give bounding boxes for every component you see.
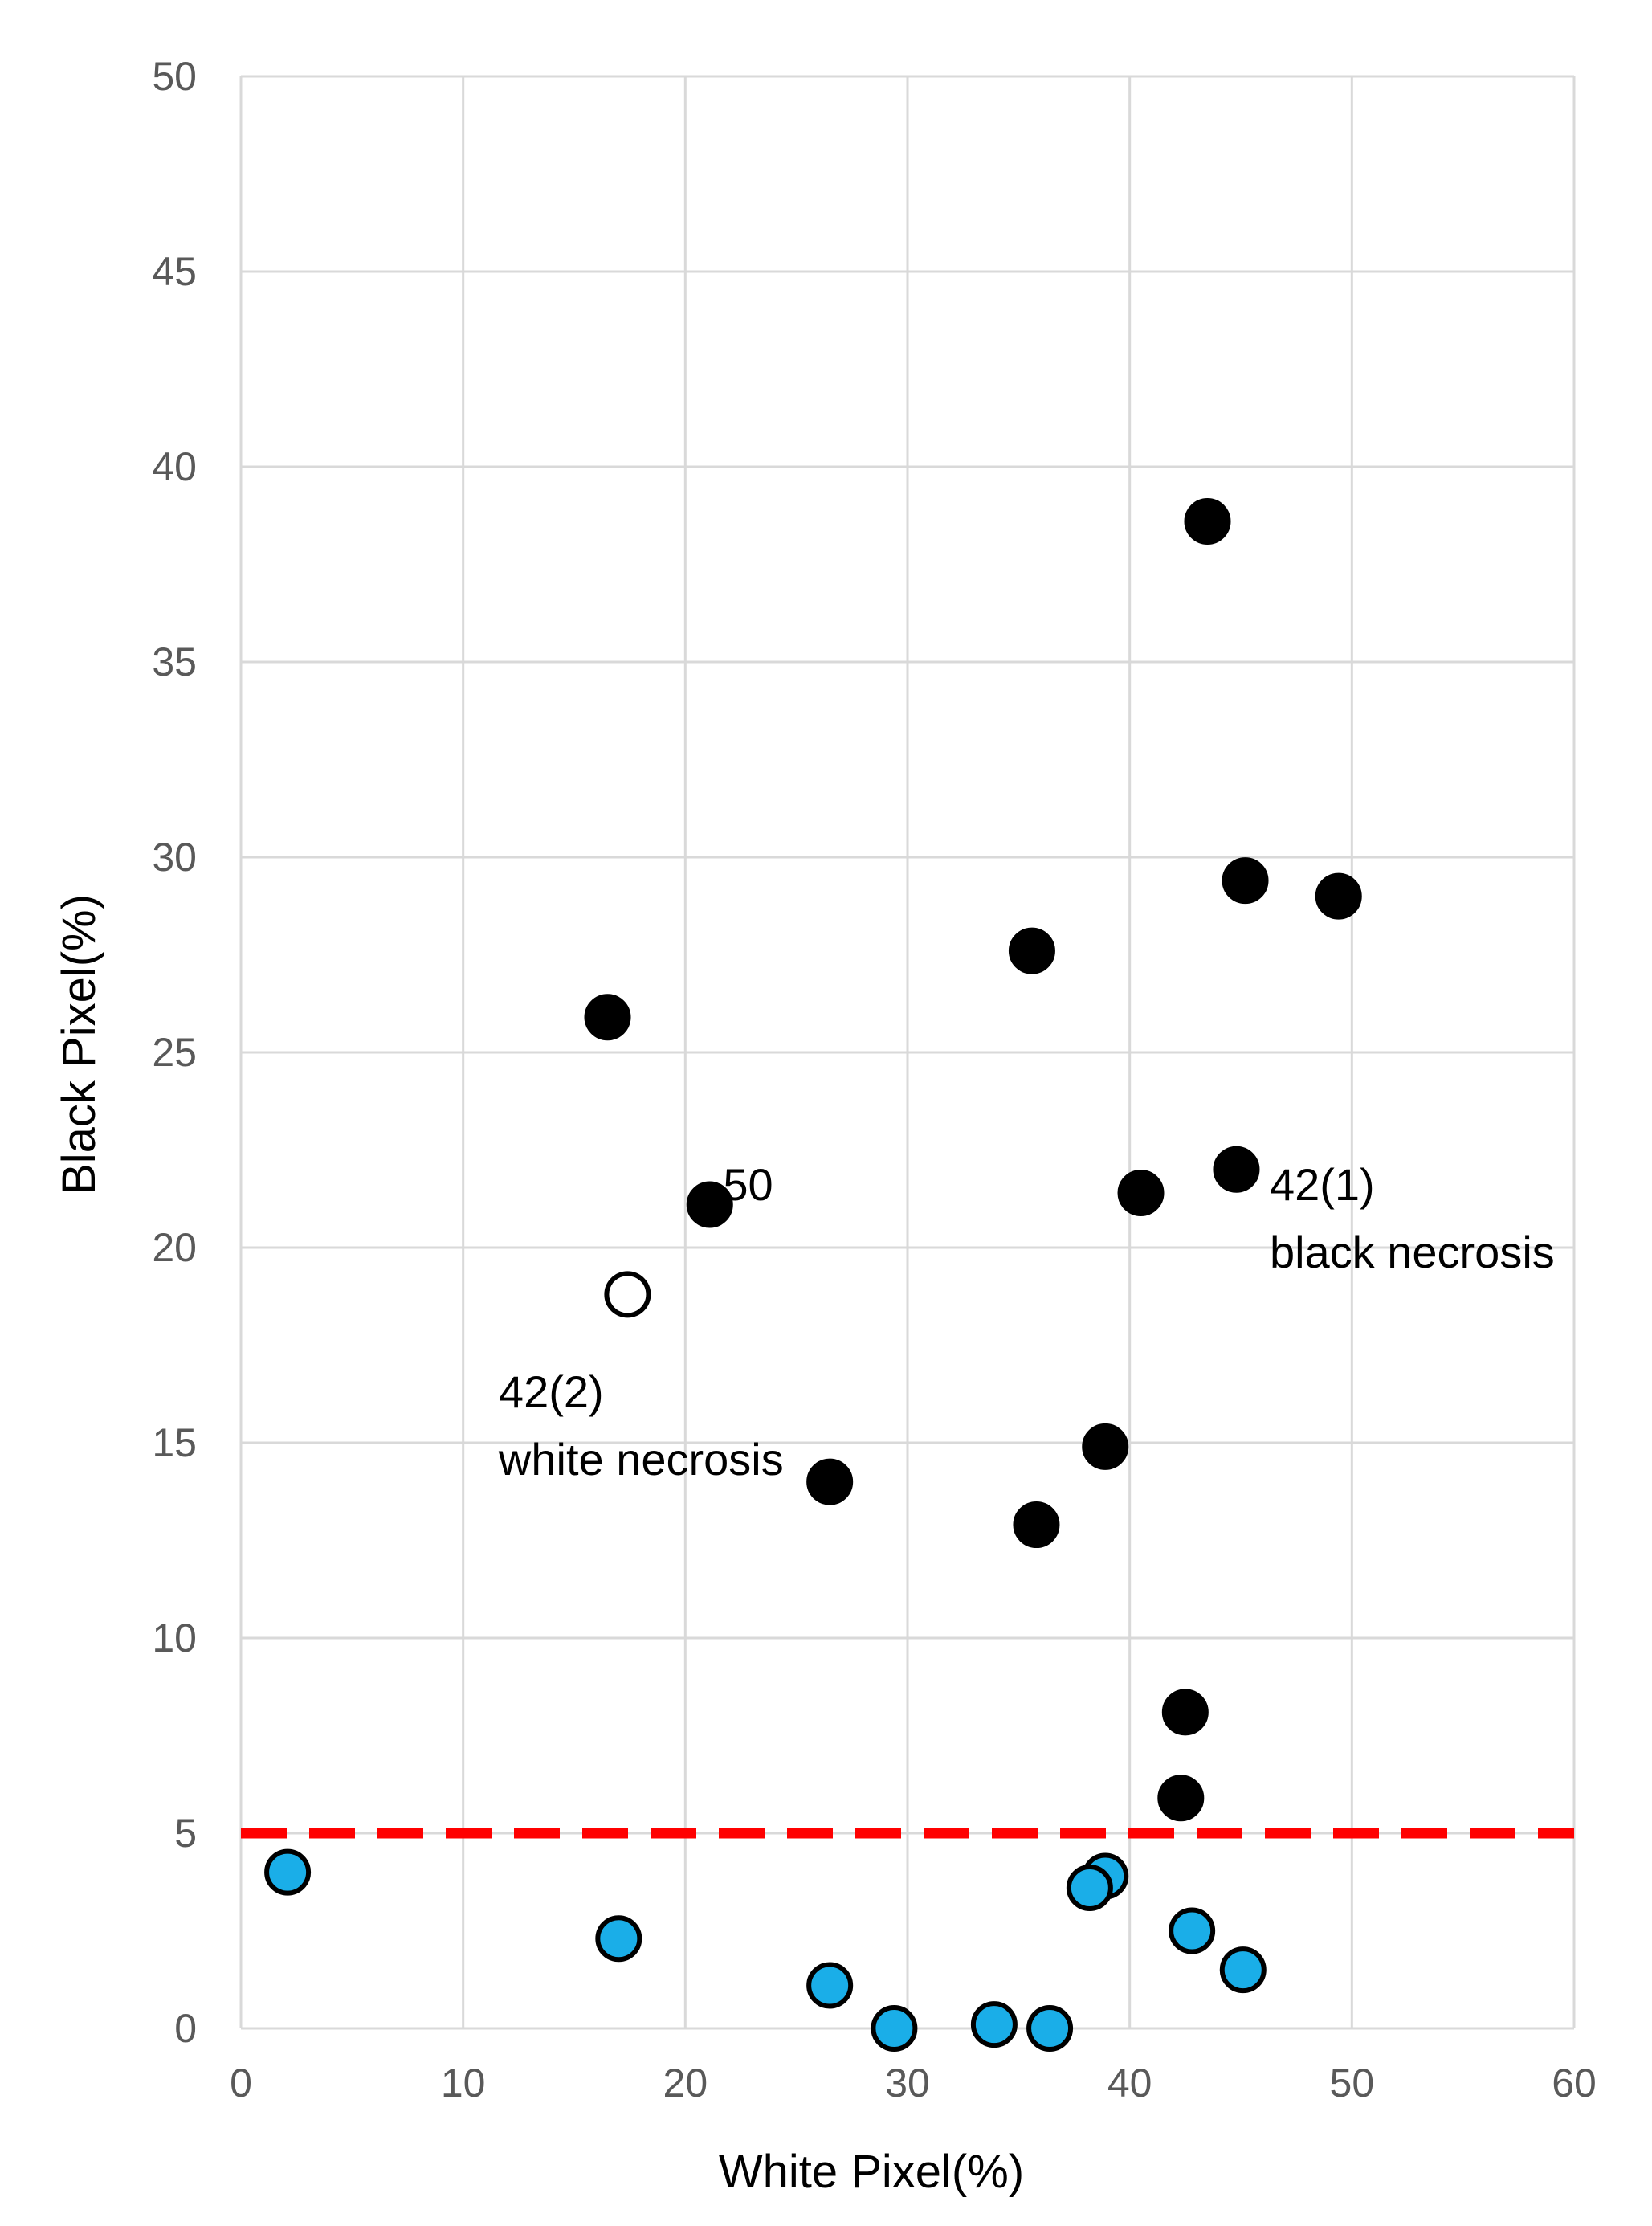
point-blue: [970, 2001, 1018, 2048]
y-tick-label: 45: [152, 249, 197, 294]
y-tick-label: 0: [174, 2006, 197, 2051]
point-blue: [595, 1915, 642, 1963]
point-blue: [806, 1962, 854, 2009]
y-tick-label: 50: [152, 54, 197, 99]
point-black: [1008, 927, 1055, 974]
y-tick-label: 40: [152, 444, 197, 489]
point-black: [1161, 1689, 1209, 1736]
point-black: [1213, 1146, 1260, 1193]
point-black: [1082, 1423, 1129, 1470]
annotation-label: 42(2): [499, 1366, 604, 1417]
y-tick-label: 10: [152, 1615, 197, 1660]
y-tick-label: 30: [152, 835, 197, 880]
x-tick-label: 20: [663, 2061, 708, 2106]
point-white: [604, 1271, 651, 1318]
point-blue: [264, 1848, 312, 1896]
point-black: [1157, 1775, 1205, 1822]
y-tick-label: 35: [152, 639, 197, 684]
annotation-label: black necrosis: [1270, 1227, 1555, 1277]
x-tick-label: 40: [1107, 2061, 1152, 2106]
y-axis-title: Black Pixel(%): [53, 894, 105, 1195]
point-black: [1013, 1501, 1060, 1549]
annotation-label: 50: [723, 1159, 773, 1210]
point-blue: [1219, 1946, 1267, 1994]
annotation-label: white necrosis: [498, 1434, 784, 1485]
point-black: [686, 1181, 733, 1228]
point-black: [1222, 857, 1269, 905]
point-black: [1184, 498, 1231, 545]
x-tick-label: 10: [441, 2061, 486, 2106]
y-tick-label: 20: [152, 1225, 197, 1270]
y-tick-label: 5: [174, 1811, 197, 1856]
y-tick-label: 25: [152, 1030, 197, 1075]
point-blue: [871, 2005, 918, 2052]
data-points: [264, 498, 1362, 2052]
annotation-label: 42(1): [1270, 1159, 1375, 1210]
x-tick-label: 0: [230, 2061, 252, 2106]
point-black: [1117, 1169, 1165, 1216]
y-tick-label: 15: [152, 1420, 197, 1465]
point-black: [1315, 872, 1362, 920]
grid: [239, 75, 1576, 2030]
tick-labels: 0 5 10 15 20 25 30 35 40 45 50 0 10 20 30 40 50 60: [152, 54, 1596, 2106]
point-black: [584, 994, 631, 1041]
x-tick-label: 30: [885, 2061, 930, 2106]
point-blue: [1026, 2005, 1074, 2052]
x-tick-label: 60: [1552, 2061, 1597, 2106]
annotations: 50 42(1) black necrosis 42(2) white necrosis: [498, 1159, 1555, 1485]
x-tick-label: 50: [1330, 2061, 1375, 2106]
point-black: [806, 1458, 854, 1505]
point-blue: [1066, 1865, 1113, 1912]
point-blue: [1169, 1907, 1216, 1954]
x-axis-title: White Pixel(%): [719, 2146, 1024, 2198]
